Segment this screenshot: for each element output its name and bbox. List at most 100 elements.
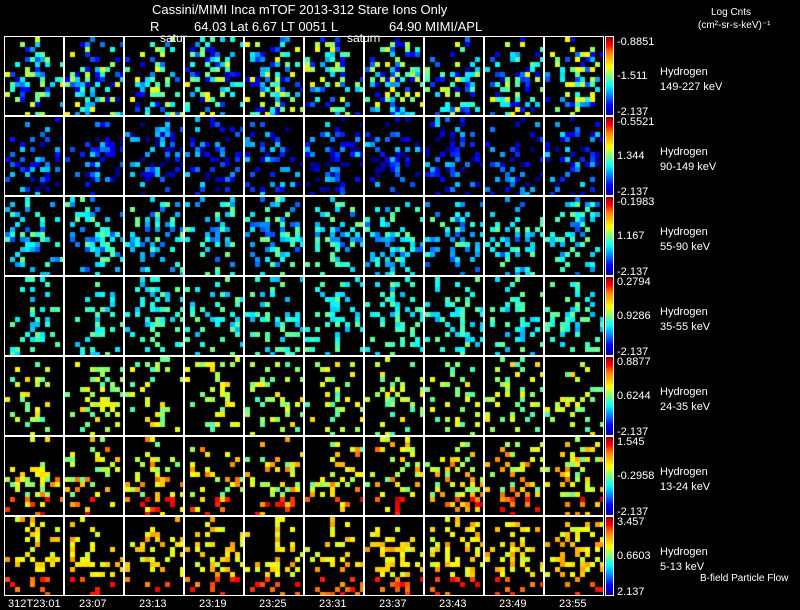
colorbar-max-label: -0.1983 <box>617 196 655 208</box>
panel-pixels <box>245 197 303 275</box>
panel-pixels <box>305 437 363 515</box>
colorbar-max-label: -0.8851 <box>617 36 655 48</box>
sky-map-panel <box>244 516 304 596</box>
panel-pixels <box>65 277 123 355</box>
sky-map-panel <box>484 196 544 276</box>
r-label: R <box>150 19 160 34</box>
panel-pixels <box>305 277 363 355</box>
panel-pixels <box>485 197 543 275</box>
panel-pixels <box>5 37 63 115</box>
panel-pixels <box>365 197 423 275</box>
colorbar-min-label: -2.137 <box>617 346 649 358</box>
colorbar-max-label: 0.8877 <box>617 356 651 368</box>
panel-pixels <box>365 357 423 435</box>
panel-pixels <box>365 437 423 515</box>
panel-pixels <box>425 357 483 435</box>
sky-map-panel <box>364 516 424 596</box>
row-energy-label: 90-149 keV <box>660 161 717 173</box>
colorbar <box>605 356 614 436</box>
sky-map-panel <box>244 436 304 516</box>
row-energy-label: 5-13 keV <box>660 561 705 573</box>
panel-pixels <box>545 117 603 195</box>
panel-pixels <box>545 437 603 515</box>
panel-pixels <box>425 277 483 355</box>
panel-pixels <box>545 357 603 435</box>
panel-pixels <box>185 437 243 515</box>
colorbar <box>605 276 614 356</box>
panel-pixels <box>305 357 363 435</box>
colorbar <box>605 116 614 196</box>
panel-pixels <box>185 277 243 355</box>
panel-pixels <box>245 277 303 355</box>
row-species-label: Hydrogen <box>660 226 708 238</box>
panel-pixels <box>545 277 603 355</box>
colorbar <box>605 196 614 276</box>
sky-map-panel <box>64 116 124 196</box>
sky-map-panel <box>424 276 484 356</box>
sky-map-panel <box>184 36 244 116</box>
panel-pixels <box>245 37 303 115</box>
sky-map-panel <box>184 436 244 516</box>
panel-pixels <box>245 357 303 435</box>
colorbar-min-label: -2.137 <box>617 186 649 198</box>
sky-map-panel <box>64 196 124 276</box>
sky-map-panel <box>424 36 484 116</box>
sky-map-panel <box>124 116 184 196</box>
panel-pixels <box>485 437 543 515</box>
colorbar-mid-label: 0.9286 <box>617 310 651 322</box>
row-species-label: Hydrogen <box>660 66 708 78</box>
sky-map-panel <box>244 276 304 356</box>
panel-pixels <box>65 357 123 435</box>
row-species-label: Hydrogen <box>660 146 708 158</box>
sky-map-panel <box>424 116 484 196</box>
panel-pixels <box>185 117 243 195</box>
saturn-marker-2: saturn <box>347 31 381 45</box>
row-energy-label: 55-90 keV <box>660 241 711 253</box>
panel-pixels <box>485 517 543 595</box>
panel-pixels <box>5 357 63 435</box>
sky-map-panel <box>484 436 544 516</box>
sky-map-panel <box>4 436 64 516</box>
sky-map-panel <box>124 516 184 596</box>
sky-map-panel <box>364 356 424 436</box>
sky-map-panel <box>304 116 364 196</box>
panel-pixels <box>245 437 303 515</box>
row-species-label: Hydrogen <box>660 546 708 558</box>
sky-map-panel <box>304 276 364 356</box>
sky-map-panel <box>184 516 244 596</box>
saturn-marker-1: satur <box>160 31 187 45</box>
sky-map-panel <box>184 116 244 196</box>
panel-pixels <box>125 437 183 515</box>
sky-map-panel <box>484 36 544 116</box>
panel-pixels <box>125 357 183 435</box>
panel-pixels <box>425 437 483 515</box>
sky-map-panel <box>4 36 64 116</box>
sky-map-panel <box>424 516 484 596</box>
row-energy-label: 35-55 keV <box>660 321 711 333</box>
sky-map-panel <box>124 276 184 356</box>
panel-pixels <box>485 117 543 195</box>
sky-map-panel <box>304 36 364 116</box>
panel-pixels <box>125 37 183 115</box>
panel-pixels <box>125 277 183 355</box>
sky-map-panel <box>244 196 304 276</box>
row-energy-label: 13-24 keV <box>660 481 711 493</box>
sky-map-panel <box>544 196 604 276</box>
sky-map-panel <box>4 516 64 596</box>
panel-pixels <box>185 357 243 435</box>
colorbar-mid-label: 0.6244 <box>617 390 651 402</box>
sky-map-panel <box>64 36 124 116</box>
sky-map-panel <box>64 516 124 596</box>
sky-map-panel <box>544 116 604 196</box>
panel-pixels <box>65 197 123 275</box>
sky-map-panel <box>184 196 244 276</box>
sky-map-panel <box>484 276 544 356</box>
sky-map-panel <box>244 36 304 116</box>
row-energy-label: 149-227 keV <box>660 81 723 93</box>
panel-pixels <box>425 37 483 115</box>
colorbar-max-label: -0.5521 <box>617 116 655 128</box>
panel-pixels <box>425 517 483 595</box>
sky-map-panel <box>424 356 484 436</box>
colorbar <box>605 516 614 596</box>
panel-pixels <box>545 197 603 275</box>
